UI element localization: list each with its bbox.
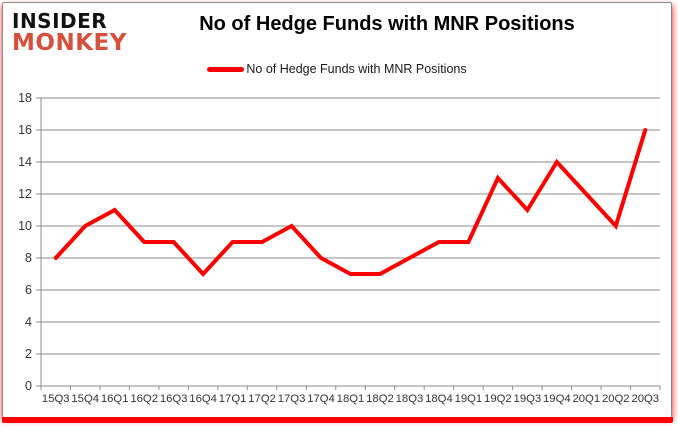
y-axis-label: 6 xyxy=(25,283,32,297)
legend-series-label: No of Hedge Funds with MNR Positions xyxy=(246,62,467,76)
logo-text-insider: INSIDER xyxy=(12,9,108,33)
chart-card: INSIDER MONKEY No of Hedge Funds with MN… xyxy=(1,2,673,423)
x-axis-label: 16Q3 xyxy=(160,393,188,405)
x-axis-label: 16Q4 xyxy=(189,393,217,405)
y-axis-label: 12 xyxy=(18,187,32,201)
x-axis-label: 16Q1 xyxy=(101,393,129,405)
y-axis-label: 4 xyxy=(25,315,32,329)
x-axis-label: 18Q3 xyxy=(396,393,424,405)
chart-title: No of Hedge Funds with MNR Positions xyxy=(199,13,575,35)
y-axis-label: 0 xyxy=(25,379,32,393)
y-axis-label: 14 xyxy=(18,155,32,169)
y-axis-label: 2 xyxy=(25,347,32,361)
bottom-red-bar xyxy=(1,417,673,423)
x-axis-label: 20Q1 xyxy=(572,393,600,405)
legend: No of Hedge Funds with MNR Positions xyxy=(3,62,671,76)
logo-text-monkey: MONKEY xyxy=(12,30,127,56)
x-axis-label: 17Q4 xyxy=(307,393,335,405)
x-axis-label: 18Q1 xyxy=(337,393,365,405)
x-axis-label: 20Q3 xyxy=(631,393,659,405)
x-axis-label: 17Q3 xyxy=(278,393,306,405)
x-axis-label: 17Q2 xyxy=(248,393,276,405)
x-axis-label: 19Q4 xyxy=(543,393,571,405)
y-axis-label: 8 xyxy=(25,251,32,265)
x-axis-label: 18Q4 xyxy=(425,393,453,405)
y-axis-label: 16 xyxy=(18,123,32,137)
legend-line-swatch xyxy=(207,66,245,72)
y-axis-label: 18 xyxy=(18,91,32,105)
x-axis-label: 17Q1 xyxy=(219,393,247,405)
data-line xyxy=(53,128,648,277)
x-axis-label: 19Q2 xyxy=(484,393,512,405)
y-axis-label: 10 xyxy=(18,219,32,233)
x-axis-label: 19Q1 xyxy=(455,393,483,405)
x-axis-label: 19Q3 xyxy=(514,393,542,405)
x-axis-label: 15Q4 xyxy=(71,393,99,405)
x-axis-label: 18Q2 xyxy=(366,393,394,405)
x-axis-label: 16Q2 xyxy=(130,393,158,405)
insider-monkey-logo: INSIDER MONKEY xyxy=(12,11,127,55)
x-axis-label: 20Q2 xyxy=(602,393,630,405)
x-axis-label: 15Q3 xyxy=(42,393,70,405)
